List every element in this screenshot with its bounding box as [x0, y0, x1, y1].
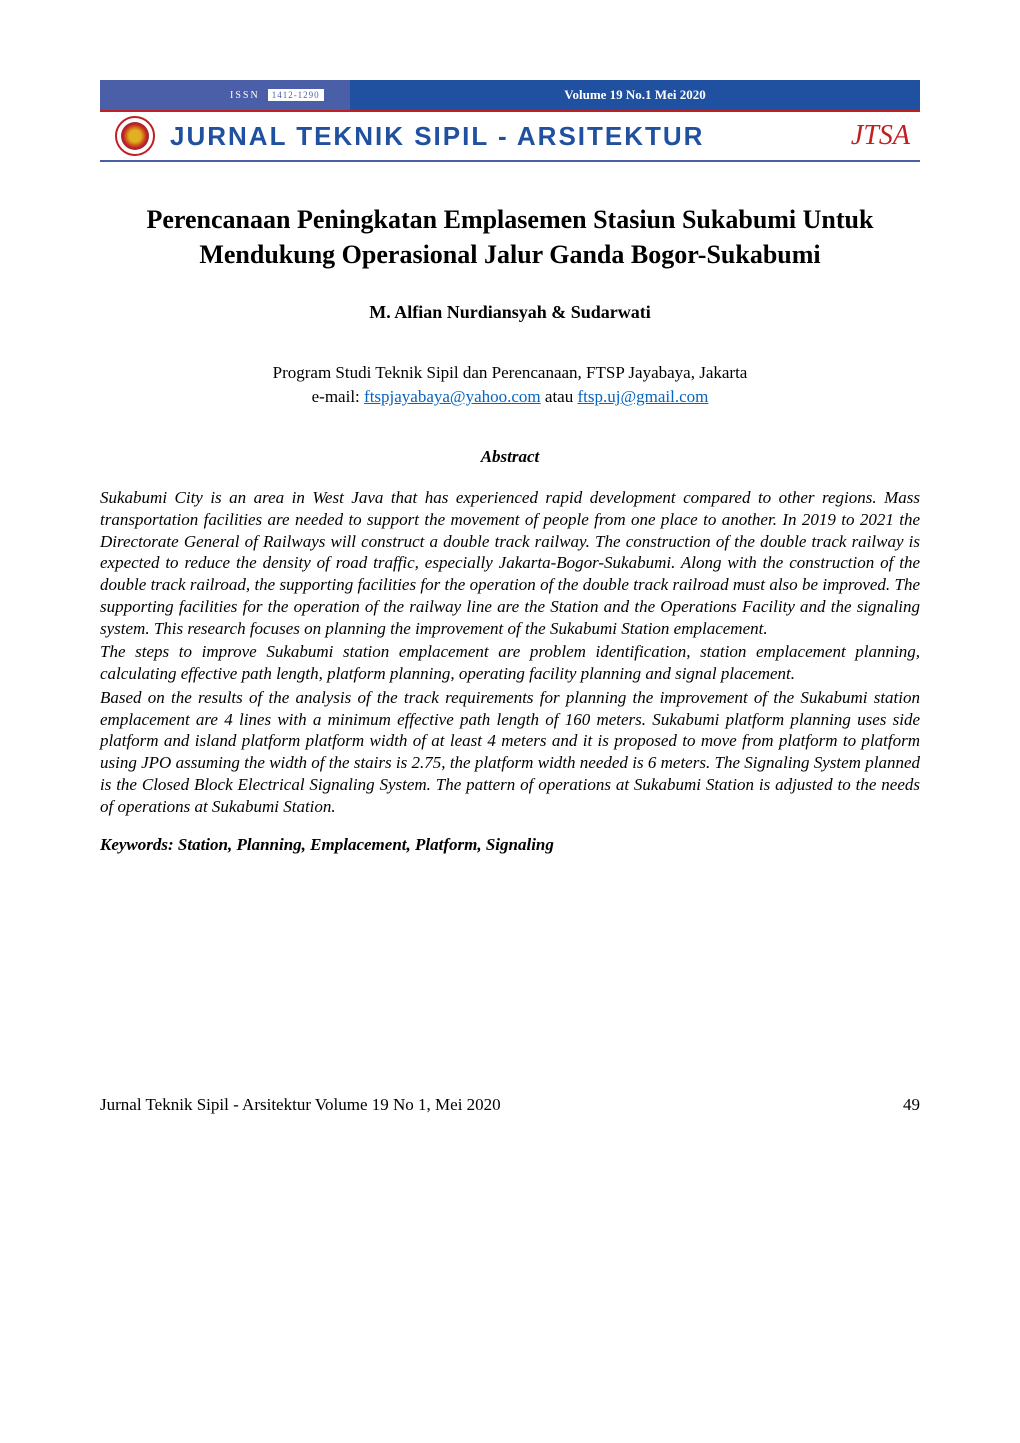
abstract-paragraph-3: Based on the results of the analysis of …: [100, 687, 920, 818]
abstract-heading: Abstract: [100, 447, 920, 467]
email-prefix: e-mail:: [312, 387, 364, 406]
authors: M. Alfian Nurdiansyah & Sudarwati: [100, 302, 920, 323]
email-link-2[interactable]: ftsp.uj@gmail.com: [577, 387, 708, 406]
email-sep: atau: [541, 387, 578, 406]
affiliation: Program Studi Teknik Sipil dan Perencana…: [100, 363, 920, 383]
banner-top-row: ISSN 1412-1290 Volume 19 No.1 Mei 2020: [100, 80, 920, 110]
keywords: Keywords: Station, Planning, Emplacement…: [100, 835, 920, 855]
paper-title: Perencanaan Peningkatan Emplasemen Stasi…: [140, 202, 880, 272]
page-footer: Jurnal Teknik Sipil - Arsitektur Volume …: [100, 1095, 920, 1115]
page-number: 49: [903, 1095, 920, 1115]
email-link-1[interactable]: ftspjayabaya@yahoo.com: [364, 387, 541, 406]
banner-issn-box: ISSN 1412-1290: [100, 80, 350, 110]
banner-bottom-row: JURNAL TEKNIK SIPIL - ARSITEKTUR JTSA: [100, 110, 920, 162]
abstract-paragraph-2: The steps to improve Sukabumi station em…: [100, 641, 920, 685]
abstract-paragraph-1: Sukabumi City is an area in West Java th…: [100, 487, 920, 639]
issn-label: ISSN: [230, 90, 260, 101]
journal-acronym: JTSA: [820, 120, 920, 152]
journal-banner: ISSN 1412-1290 Volume 19 No.1 Mei 2020 J…: [100, 80, 920, 162]
issn-number: 1412-1290: [268, 89, 324, 101]
journal-name: JURNAL TEKNIK SIPIL - ARSITEKTUR: [170, 121, 820, 152]
journal-logo-icon: [100, 116, 170, 156]
banner-volume-box: Volume 19 No.1 Mei 2020: [350, 80, 920, 110]
volume-text: Volume 19 No.1 Mei 2020: [564, 87, 705, 103]
footer-journal-info: Jurnal Teknik Sipil - Arsitektur Volume …: [100, 1095, 501, 1115]
email-line: e-mail: ftspjayabaya@yahoo.com atau ftsp…: [100, 387, 920, 407]
